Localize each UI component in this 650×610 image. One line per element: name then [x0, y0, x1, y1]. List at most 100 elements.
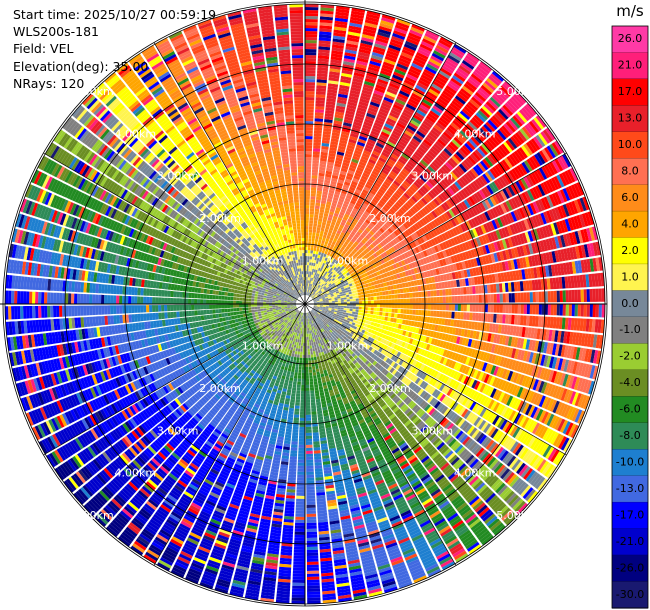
gate-cell [317, 178, 324, 183]
gate-cell [314, 238, 319, 243]
gate-cell [305, 193, 310, 197]
gate-cell [326, 167, 333, 172]
gate-cell [316, 82, 327, 86]
gate-cell [334, 17, 348, 23]
gate-cell [331, 135, 340, 140]
gate-cell [350, 16, 364, 22]
gate-cell [339, 84, 350, 90]
gate-cell [341, 72, 352, 78]
gate-cell [313, 250, 316, 254]
gate-cell [319, 16, 333, 21]
gate-cell [339, 81, 351, 87]
gate-cell [305, 205, 310, 209]
gate-cell [310, 205, 315, 209]
gate-cell [315, 202, 321, 207]
gate-cell [320, 154, 328, 159]
gate-cell [324, 116, 334, 121]
gate-cell [305, 127, 313, 131]
gate-cell [305, 217, 309, 221]
gate-cell [332, 126, 342, 131]
gate-cell [306, 289, 308, 293]
gate-cell [307, 277, 309, 281]
gate-cell [325, 104, 335, 109]
gate-cell [320, 7, 334, 12]
gate-cell [316, 196, 322, 201]
gate-cell [305, 31, 318, 35]
gate-cell [305, 130, 313, 134]
gate-cell [305, 25, 318, 29]
gate-cell [332, 41, 345, 46]
gate-cell [319, 34, 332, 39]
gate-cell [316, 91, 326, 95]
gate-cell [305, 283, 307, 287]
gate-cell [311, 184, 317, 188]
gate-cell [311, 175, 318, 179]
gate-cell [305, 82, 315, 86]
gate-cell [336, 105, 346, 110]
gate-cell [311, 235, 316, 239]
gate-cell [335, 111, 345, 116]
gate-cell [312, 160, 319, 164]
gate-cell [316, 248, 320, 252]
gate-cell [305, 235, 309, 239]
gate-cell [309, 220, 314, 224]
gate-cell [319, 166, 326, 171]
gate-cell [334, 20, 348, 26]
gate-cell [314, 112, 324, 116]
gate-cell [306, 268, 309, 272]
gate-cell [313, 145, 321, 149]
gate-cell [318, 43, 331, 48]
gate-cell [334, 114, 344, 119]
gate-cell [305, 190, 311, 194]
gate-cell [321, 200, 327, 205]
gate-cell [312, 226, 317, 230]
gate-cell [327, 89, 338, 94]
gate-cell [315, 94, 326, 98]
gate-cell [318, 215, 324, 219]
gate-cell [312, 253, 316, 257]
gate-cell [348, 25, 362, 31]
gate-cell [312, 256, 315, 260]
gate-cell [335, 11, 349, 17]
gate-cell [310, 265, 313, 269]
gate-cell [305, 109, 314, 113]
gate-cell [305, 121, 314, 125]
gate-cell [314, 208, 320, 212]
gate-cell [327, 158, 335, 163]
gate-cell [306, 289, 308, 293]
gate-cell [315, 103, 325, 107]
gate-cell [347, 31, 361, 37]
gate-cell [305, 28, 318, 32]
gate-cell [332, 44, 344, 49]
gate-cell [316, 190, 322, 195]
gate-cell [305, 202, 310, 206]
gate-cell [330, 141, 339, 146]
gate-cell [306, 286, 308, 290]
gate-cell [305, 220, 309, 224]
gate-cell [319, 25, 333, 30]
gate-cell [345, 43, 358, 49]
gate-cell [306, 271, 309, 275]
gate-cell [332, 38, 345, 43]
gate-cell [321, 145, 329, 150]
gate-cell [305, 88, 315, 92]
gate-cell [305, 97, 315, 101]
gate-cell [318, 37, 331, 42]
gate-cell [305, 40, 317, 44]
gate-cell [323, 128, 332, 132]
gate-cell [330, 56, 343, 61]
gate-cell [329, 147, 337, 152]
gate-cell [306, 274, 308, 278]
gate-cell [333, 120, 343, 125]
gate-cell [307, 259, 310, 263]
gate-cell [336, 99, 347, 105]
gate-cell [349, 22, 363, 28]
gate-cell [314, 115, 324, 119]
gate-cell [305, 142, 313, 146]
gate-cell [331, 47, 344, 52]
gate-cell [305, 10, 319, 14]
gate-cell [305, 64, 316, 68]
gate-cell [309, 274, 311, 278]
gate-cell [305, 94, 315, 98]
